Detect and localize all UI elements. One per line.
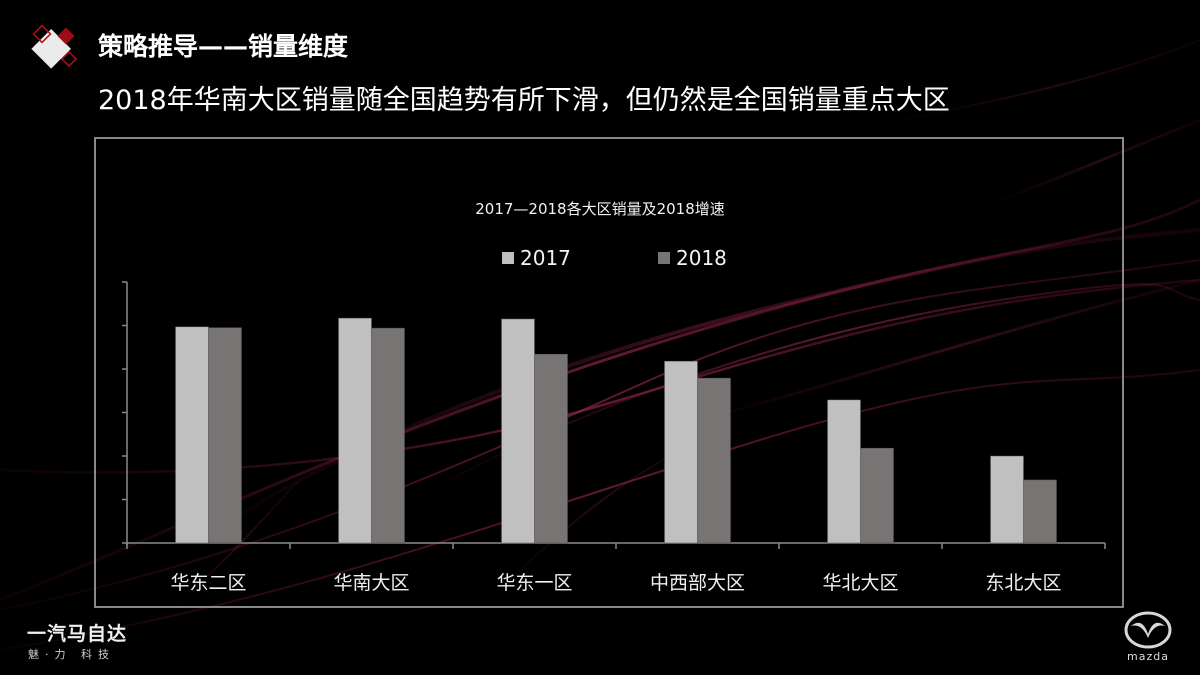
bar-2017: [175, 326, 209, 544]
chart-legend: 2017 2018: [0, 246, 1200, 270]
brand-tagline: 魅·力 科技: [28, 648, 115, 661]
legend-swatch-2018: [658, 252, 670, 264]
bar-2018: [1023, 479, 1057, 544]
brand-name: 一汽马自达: [27, 623, 128, 645]
bar-2018: [534, 353, 568, 544]
bar-2017: [501, 318, 535, 544]
legend-label-2018: 2018: [676, 246, 727, 270]
bar-2018: [371, 327, 405, 544]
category-label: 华北大区: [822, 572, 899, 594]
category-label: 东北大区: [985, 572, 1062, 594]
category-label: 华东二区: [170, 572, 247, 594]
bar-2017: [827, 399, 861, 544]
chart-title: 2017—2018各大区销量及2018增速: [475, 200, 725, 218]
bar-2018: [208, 327, 242, 544]
bar-2017: [990, 455, 1024, 544]
category-label: 华东一区: [496, 572, 573, 594]
chart-frame: [94, 137, 1124, 608]
category-label: 华南大区: [333, 572, 410, 594]
mazda-wordmark: mazda: [1127, 650, 1169, 663]
bar-2018: [860, 447, 894, 544]
bar-2017: [664, 360, 698, 544]
legend-item-2018: 2018: [658, 246, 727, 270]
slide-title: 策略推导——销量维度: [98, 32, 349, 61]
legend-label-2017: 2017: [520, 246, 571, 270]
section-diamond-icon: [31, 24, 78, 69]
slide-subtitle: 2018年华南大区销量随全国趋势有所下滑，但仍然是全国销量重点大区: [98, 85, 950, 116]
mazda-logo-icon: [1124, 611, 1172, 649]
bar-2018: [697, 377, 731, 544]
category-label: 中西部大区: [649, 572, 745, 594]
bar-2017: [338, 317, 372, 544]
legend-item-2017: 2017: [502, 246, 571, 270]
legend-swatch-2017: [502, 252, 514, 264]
